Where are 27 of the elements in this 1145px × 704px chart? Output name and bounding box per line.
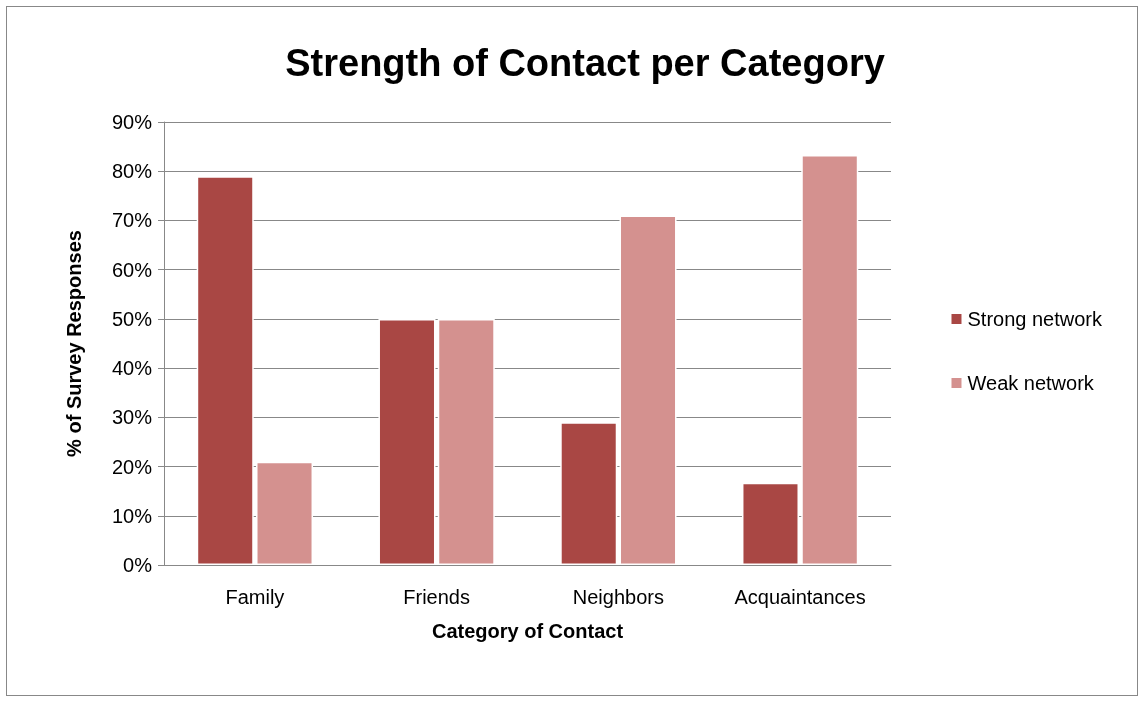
bar — [378, 318, 436, 565]
y-tick-label: 40% — [111, 357, 153, 380]
x-tick-label: Acquaintances — [734, 586, 866, 608]
x-axis-title: Category of Contact — [431, 620, 624, 642]
y-tick-label: 10% — [111, 504, 153, 527]
y-tick-label: 0% — [123, 554, 153, 576]
y-tick-label: 30% — [111, 406, 153, 429]
x-tick-label: Neighbors — [572, 586, 664, 608]
bar — [801, 154, 859, 565]
bar — [196, 176, 254, 565]
bar — [619, 215, 677, 565]
bar — [741, 482, 799, 565]
bar — [560, 422, 618, 565]
y-tick-label: 20% — [111, 455, 153, 478]
legend-label: Weak network — [967, 372, 1095, 394]
x-tick-label: Friends — [403, 586, 470, 608]
x-tick-label: Family — [225, 586, 285, 608]
y-axis-title: % of Survey Responses — [63, 230, 85, 457]
chart-title: Strength of Contact per Category — [285, 42, 885, 84]
y-tick-label: 80% — [111, 160, 153, 183]
bar — [437, 318, 495, 565]
y-tick-label: 90% — [111, 111, 153, 133]
legend-label: Strong network — [967, 308, 1103, 330]
y-tick-label: 70% — [111, 209, 153, 232]
y-tick-label: 60% — [111, 258, 153, 281]
bar — [256, 461, 314, 565]
y-tick-label: 50% — [111, 307, 153, 330]
